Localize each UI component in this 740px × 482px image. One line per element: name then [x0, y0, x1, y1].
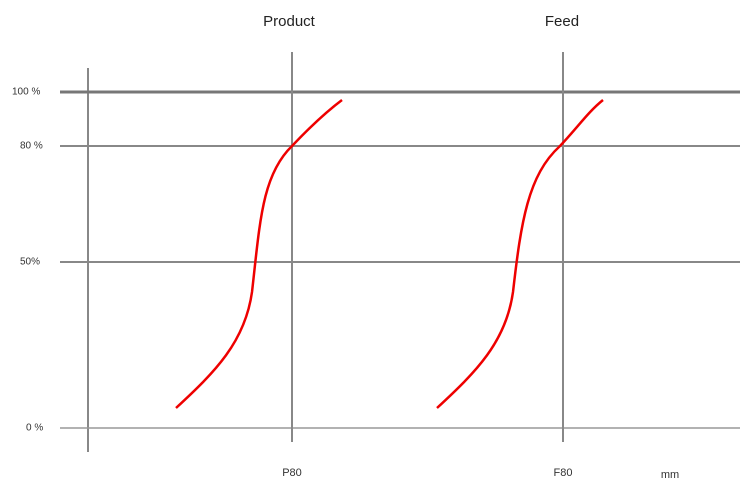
- heading: Feed: [545, 13, 579, 30]
- x-label: P80: [282, 467, 302, 479]
- y-label: 50%: [20, 257, 40, 268]
- x-label: F80: [554, 467, 573, 479]
- heading: Product: [263, 13, 316, 30]
- product-curve: [175, 99, 343, 409]
- y-label: 0 %: [26, 423, 43, 434]
- unit-label: mm: [661, 469, 679, 481]
- feed-curve: [436, 99, 604, 409]
- y-label: 100 %: [12, 87, 40, 98]
- y-label: 80 %: [20, 141, 43, 152]
